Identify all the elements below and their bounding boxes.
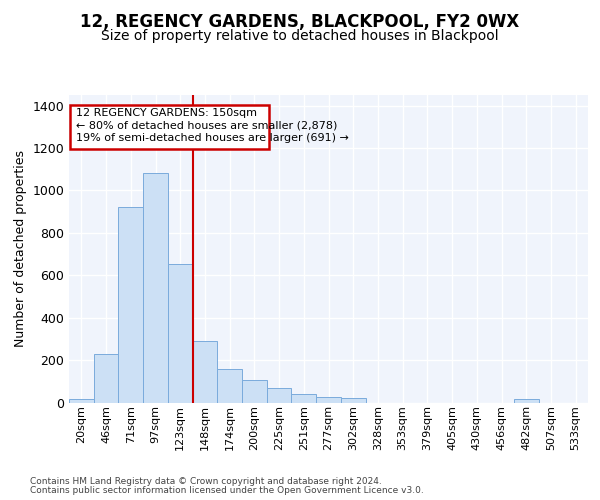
Bar [168, 264, 193, 402]
Text: Contains public sector information licensed under the Open Government Licence v3: Contains public sector information licen… [30, 486, 424, 495]
Bar [217, 368, 242, 402]
Bar [514, 400, 539, 402]
Bar [69, 400, 94, 402]
Text: Size of property relative to detached houses in Blackpool: Size of property relative to detached ho… [101, 29, 499, 43]
Text: 12 REGENCY GARDENS: 150sqm: 12 REGENCY GARDENS: 150sqm [76, 108, 257, 118]
Bar [267, 388, 292, 402]
FancyBboxPatch shape [70, 104, 269, 149]
Bar [292, 394, 316, 402]
Text: Contains HM Land Registry data © Crown copyright and database right 2024.: Contains HM Land Registry data © Crown c… [30, 477, 382, 486]
Bar [341, 398, 365, 402]
Text: 19% of semi-detached houses are larger (691) →: 19% of semi-detached houses are larger (… [76, 133, 349, 143]
Text: 12, REGENCY GARDENS, BLACKPOOL, FY2 0WX: 12, REGENCY GARDENS, BLACKPOOL, FY2 0WX [80, 12, 520, 30]
Bar [242, 380, 267, 402]
Bar [316, 397, 341, 402]
Bar [143, 174, 168, 402]
Text: ← 80% of detached houses are smaller (2,878): ← 80% of detached houses are smaller (2,… [76, 120, 338, 130]
Bar [193, 341, 217, 402]
Bar [94, 354, 118, 403]
Bar [118, 208, 143, 402]
Y-axis label: Number of detached properties: Number of detached properties [14, 150, 27, 347]
